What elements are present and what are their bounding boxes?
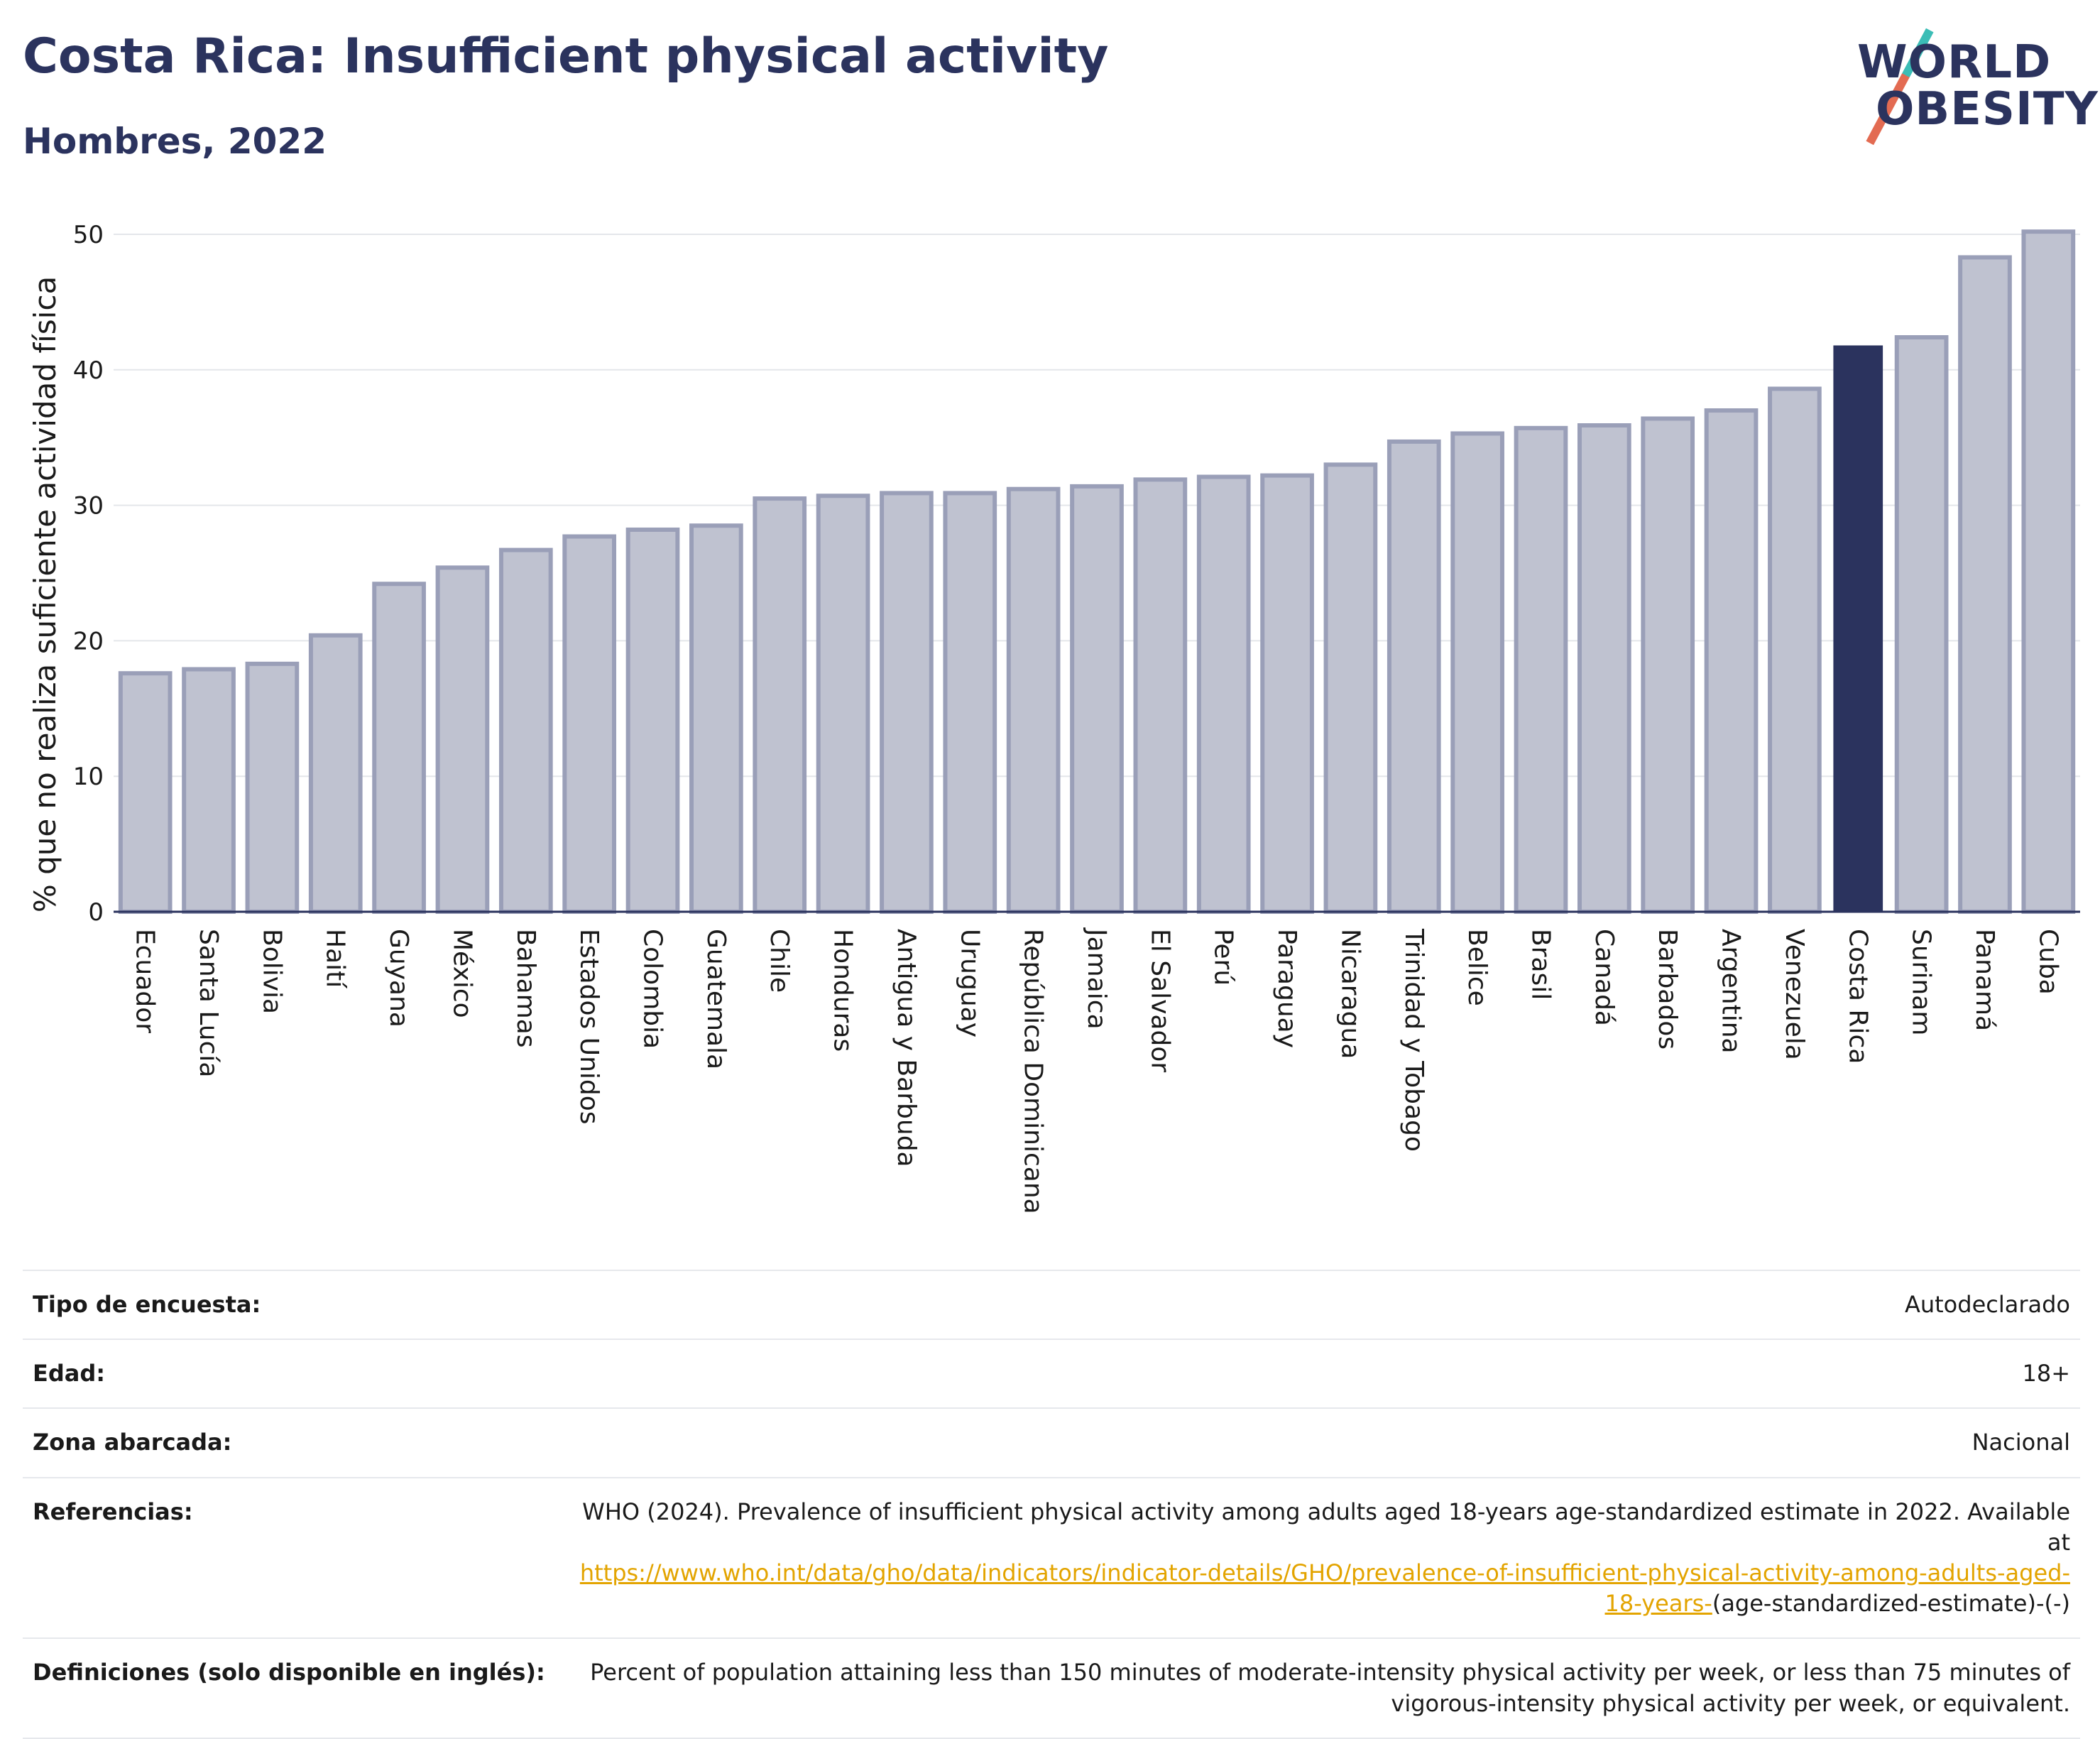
x-tick-label: Ecuador <box>131 929 160 1033</box>
bar-belice[interactable] <box>1450 431 1504 914</box>
bar-chart: 0 10 20 30 40 50 Ecuador Santa Lucía Bolivia Hai… <box>28 221 2080 1214</box>
info-row-area: Zona abarcada: Nacional <box>23 1408 2080 1478</box>
x-tick-label: El Salvador <box>1145 929 1174 1072</box>
references-value: WHO (2024). Prevalence of insufficient p… <box>555 1478 2080 1639</box>
bar-mexico[interactable] <box>435 565 490 914</box>
bar-venezuela[interactable] <box>1768 386 1822 914</box>
area-value: Nacional <box>1972 1429 2070 1456</box>
y-axis-ticks: 0 10 20 30 40 50 <box>73 221 104 927</box>
bar-colombia[interactable] <box>625 527 680 915</box>
bar-guyana[interactable] <box>372 582 426 914</box>
x-tick-label: Uruguay <box>955 929 984 1037</box>
age-value: 18+ <box>2022 1360 2070 1388</box>
info-row-age: Edad: 18+ <box>23 1339 2080 1409</box>
x-tick-label: Argentina <box>1717 929 1746 1054</box>
x-tick-label: Costa Rica <box>1843 929 1872 1064</box>
bar-jamaica[interactable] <box>1070 484 1124 914</box>
bar-republica-dominicana[interactable] <box>1006 486 1061 915</box>
info-row-references: Referencias: WHO (2024). Prevalence of i… <box>23 1477 2080 1639</box>
bar-haiti[interactable] <box>308 633 363 914</box>
y-tick-label: 20 <box>73 627 104 655</box>
logo-line-2: OBESITY <box>1876 83 2099 136</box>
x-tick-label: Brasil <box>1526 929 1555 1000</box>
y-tick-label: 0 <box>88 898 104 927</box>
y-tick-label: 40 <box>73 356 104 385</box>
survey-type-label: Tipo de encuesta: <box>33 1291 261 1318</box>
x-tick-label: Surinam <box>1907 929 1936 1035</box>
bar-bolivia[interactable] <box>245 661 300 914</box>
bar-honduras[interactable] <box>816 494 870 914</box>
references-text: WHO (2024). Prevalence of insufficient p… <box>582 1498 2070 1556</box>
bar-el-salvador[interactable] <box>1133 477 1188 914</box>
x-tick-label: Trinidad y Tobago <box>1399 928 1428 1152</box>
bar-nicaragua[interactable] <box>1323 462 1378 914</box>
x-tick-label: Bolivia <box>257 929 286 1014</box>
references-link[interactable]: https://www.who.int/data/gho/data/indica… <box>579 1559 2070 1618</box>
bar-argentina[interactable] <box>1704 408 1759 915</box>
x-tick-label: Honduras <box>828 929 858 1052</box>
definitions-label: Definiciones (solo disponible en inglés)… <box>33 1659 545 1686</box>
x-tick-label: Belice <box>1462 929 1492 1006</box>
bar-guatemala[interactable] <box>689 523 743 915</box>
bar-brasil[interactable] <box>1514 425 1568 914</box>
x-tick-label: Antigua y Barbuda <box>892 929 921 1167</box>
bar-cuba[interactable] <box>2021 229 2076 914</box>
logo-line-1: WORLD <box>1857 36 2052 89</box>
x-tick-label: República Dominicana <box>1019 929 1048 1214</box>
x-tick-label: Colombia <box>638 929 667 1049</box>
info-table: Tipo de encuesta: Autodeclarado Edad: 18… <box>23 1270 2080 1739</box>
x-tick-label: Cuba <box>2033 929 2062 995</box>
bar-trinidad-y-tobago[interactable] <box>1387 439 1441 914</box>
chart-bars <box>118 229 2076 915</box>
bar-ecuador[interactable] <box>118 671 173 915</box>
x-tick-label: Chile <box>765 929 794 993</box>
y-tick-label: 50 <box>73 221 104 249</box>
x-tick-label: Guyana <box>384 929 413 1027</box>
x-tick-label: Venezuela <box>1780 929 1809 1060</box>
age-label: Edad: <box>33 1360 106 1388</box>
area-label: Zona abarcada: <box>33 1429 232 1456</box>
x-tick-label: Paraguay <box>1272 929 1301 1048</box>
x-tick-label: Nicaragua <box>1335 929 1365 1059</box>
definitions-value: Percent of population attaining less tha… <box>590 1659 2070 1717</box>
bar-peru[interactable] <box>1196 474 1251 915</box>
x-tick-label: Santa Lucía <box>194 929 223 1077</box>
bar-paraguay[interactable] <box>1260 473 1314 914</box>
x-tick-label: Barbados <box>1653 929 1682 1050</box>
x-tick-label: México <box>447 929 476 1018</box>
bar-costa-rica[interactable] <box>1833 345 1883 912</box>
x-tick-label: Haití <box>321 929 350 988</box>
world-obesity-logo[interactable]: WORLD OBESITY <box>1846 20 2098 148</box>
x-tick-label: Guatemala <box>701 929 731 1069</box>
info-row-definitions: Definiciones (solo disponible en inglés)… <box>23 1638 2080 1738</box>
x-axis-ticks: Ecuador Santa Lucía Bolivia Haití Guyana Méxi… <box>131 927 2063 1214</box>
x-tick-label: Bahamas <box>511 929 540 1048</box>
x-tick-label: Canadá <box>1590 929 1619 1026</box>
y-tick-label: 10 <box>73 763 104 791</box>
bar-bahamas[interactable] <box>498 547 553 914</box>
survey-type-value: Autodeclarado <box>1904 1291 2070 1318</box>
bar-estados-unidos[interactable] <box>562 534 617 914</box>
bar-barbados[interactable] <box>1641 416 1695 915</box>
y-tick-label: 30 <box>73 492 104 520</box>
info-row-survey-type: Tipo de encuesta: Autodeclarado <box>23 1270 2080 1340</box>
bar-surinam[interactable] <box>1894 335 1949 914</box>
page-title: Costa Rica: Insufficient physical activi… <box>23 28 1109 85</box>
bar-canada[interactable] <box>1577 423 1631 914</box>
bar-chile[interactable] <box>753 496 807 914</box>
bar-uruguay[interactable] <box>943 491 997 915</box>
page-subtitle: Hombres, 2022 <box>23 121 327 162</box>
x-tick-label: Jamaica <box>1082 927 1111 1030</box>
y-axis-title: % que no realiza suficiente actividad fí… <box>28 276 62 912</box>
references-suffix: (age-standardized-estimate)-(-) <box>1712 1590 2070 1618</box>
x-tick-label: Perú <box>1209 929 1238 986</box>
bar-santa-lucia[interactable] <box>182 667 236 915</box>
bar-antigua-y-barbuda[interactable] <box>880 491 934 915</box>
references-label: Referencias: <box>33 1498 193 1525</box>
x-tick-label: Estados Unidos <box>574 929 603 1125</box>
x-tick-label: Panamá <box>1970 929 1999 1031</box>
bar-panama[interactable] <box>1958 255 2012 915</box>
